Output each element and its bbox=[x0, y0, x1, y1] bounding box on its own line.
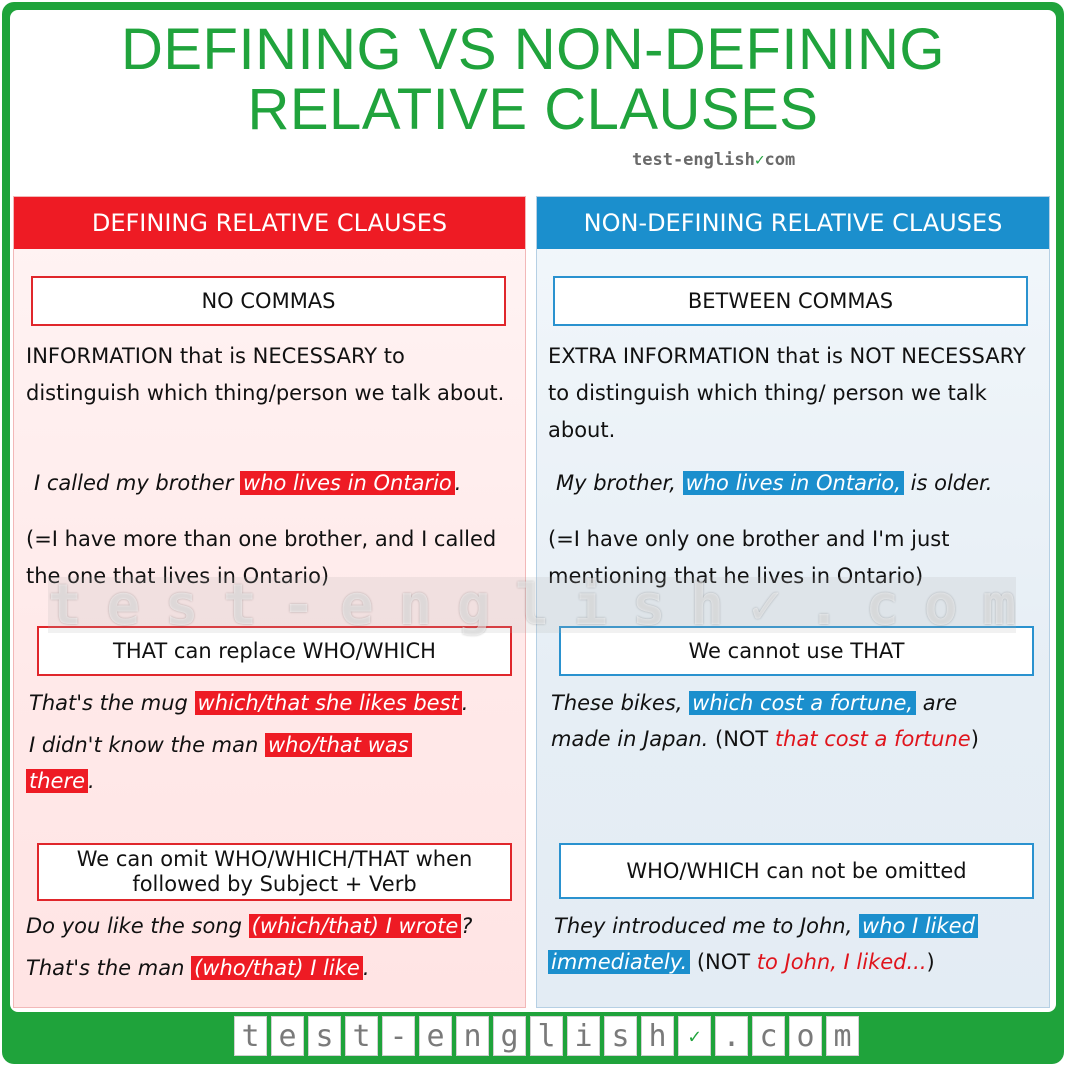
not-label: (NOT bbox=[690, 950, 757, 974]
rule-cannot-use-that: We cannot use THAT bbox=[559, 626, 1034, 676]
example-text: That's the man bbox=[26, 956, 191, 980]
defining-example-1: I called my brother who lives in Ontario… bbox=[34, 465, 461, 502]
title-line-2: RELATIVE CLAUSES bbox=[0, 80, 1066, 140]
brand-logo-small: test-english✓com bbox=[632, 150, 795, 170]
nondefining-example-2: These bikes, which cost a fortune, are bbox=[551, 685, 957, 722]
rule-omit-relative-pronoun: We can omit WHO/WHICH/THAT when followed… bbox=[37, 843, 512, 901]
brand-tile: c bbox=[752, 1016, 785, 1056]
check-circle-icon: ✓ bbox=[678, 1016, 711, 1056]
rule-no-commas: NO COMMAS bbox=[31, 276, 506, 326]
nondefining-column: NON-DEFINING RELATIVE CLAUSES BETWEEN CO… bbox=[536, 196, 1050, 1008]
nondefining-example-4: They introduced me to John, who I liked bbox=[554, 908, 978, 945]
incorrect-form: that cost a fortune bbox=[775, 727, 971, 751]
defining-header: DEFINING RELATIVE CLAUSES bbox=[14, 197, 525, 249]
example-text: Do you like the song bbox=[26, 914, 249, 938]
example-text: ? bbox=[461, 914, 472, 938]
brand-tile: - bbox=[382, 1016, 415, 1056]
example-text: . bbox=[88, 769, 95, 793]
defining-example-4: Do you like the song (which/that) I wrot… bbox=[26, 908, 472, 945]
relative-clause-highlight: who/that was bbox=[265, 733, 412, 757]
brand-tile: t bbox=[234, 1016, 267, 1056]
nondefining-note: (=I have only one brother and I'm just m… bbox=[548, 521, 1028, 595]
example-text: These bikes, bbox=[551, 691, 689, 715]
brand-tile: i bbox=[567, 1016, 600, 1056]
incorrect-form: to John, I liked... bbox=[757, 950, 927, 974]
example-text: I didn't know the man bbox=[29, 733, 265, 757]
defining-example-3a: I didn't know the man who/that was bbox=[29, 727, 412, 764]
relative-clause-highlight: there bbox=[26, 769, 88, 793]
title-line-1: DEFINING VS NON-DEFINING bbox=[0, 20, 1066, 80]
example-text: made in Japan. bbox=[551, 727, 708, 751]
defining-note: (=I have more than one brother, and I ca… bbox=[26, 521, 516, 595]
relative-clause-highlight: which cost a fortune, bbox=[689, 691, 916, 715]
relative-clause-highlight: who lives in Ontario, bbox=[683, 471, 904, 495]
relative-clause-highlight: who lives in Ontario bbox=[240, 471, 455, 495]
brand-suffix: com bbox=[764, 150, 795, 170]
relative-clause-highlight: immediately. bbox=[548, 950, 690, 974]
brand-tile: s bbox=[604, 1016, 637, 1056]
example-text: . bbox=[462, 691, 469, 715]
nondefining-header: NON-DEFINING RELATIVE CLAUSES bbox=[537, 197, 1049, 249]
rule-between-commas: BETWEEN COMMAS bbox=[553, 276, 1028, 326]
nondefining-example-3: made in Japan. (NOT that cost a fortune) bbox=[551, 721, 979, 758]
example-text: . bbox=[363, 956, 370, 980]
brand-tile: e bbox=[419, 1016, 452, 1056]
brand-tile: h bbox=[641, 1016, 674, 1056]
relative-clause-highlight: (who/that) I like bbox=[191, 956, 363, 980]
rule-cannot-omit: WHO/WHICH can not be omitted bbox=[559, 843, 1034, 899]
brand-prefix: test-english bbox=[632, 150, 755, 170]
example-text: is older. bbox=[904, 471, 992, 495]
defining-column: DEFINING RELATIVE CLAUSES NO COMMAS INFO… bbox=[13, 196, 526, 1008]
example-text: They introduced me to John, bbox=[554, 914, 859, 938]
not-label: ) bbox=[927, 950, 935, 974]
relative-clause-highlight: who I liked bbox=[859, 914, 978, 938]
defining-description: INFORMATION that is NECESSARY to disting… bbox=[26, 338, 506, 412]
footer-brand-logo: t e s t - e n g l i s h ✓. c o m bbox=[234, 1016, 859, 1056]
defining-example-5: That's the man (who/that) I like. bbox=[26, 950, 370, 987]
relative-clause-highlight: (which/that) I wrote bbox=[249, 914, 462, 938]
brand-tile: g bbox=[493, 1016, 526, 1056]
brand-tile: m bbox=[826, 1016, 859, 1056]
brand-tile: t bbox=[345, 1016, 378, 1056]
brand-tile: o bbox=[789, 1016, 822, 1056]
brand-tile: . bbox=[715, 1016, 748, 1056]
example-text: are bbox=[916, 691, 957, 715]
not-label: (NOT bbox=[708, 727, 775, 751]
rule-that-can-replace: THAT can replace WHO/WHICH bbox=[37, 626, 512, 676]
nondefining-example-1: My brother, who lives in Ontario, is old… bbox=[556, 465, 992, 502]
example-text: I called my brother bbox=[34, 471, 240, 495]
defining-example-2: That's the mug which/that she likes best… bbox=[29, 685, 468, 722]
brand-tile: s bbox=[308, 1016, 341, 1056]
example-text: . bbox=[455, 471, 462, 495]
example-text: That's the mug bbox=[29, 691, 195, 715]
relative-clause-highlight: which/that she likes best bbox=[195, 691, 462, 715]
defining-example-3b: there. bbox=[26, 763, 95, 800]
nondefining-example-5: immediately. (NOT to John, I liked...) bbox=[548, 944, 935, 981]
page-title: DEFINING VS NON-DEFINING RELATIVE CLAUSE… bbox=[0, 20, 1066, 140]
example-text: My brother, bbox=[556, 471, 683, 495]
nondefining-description: EXTRA INFORMATION that is NOT NECESSARY … bbox=[548, 338, 1028, 449]
brand-tile: l bbox=[530, 1016, 563, 1056]
brand-tile: e bbox=[271, 1016, 304, 1056]
brand-tile: n bbox=[456, 1016, 489, 1056]
not-label: ) bbox=[971, 727, 979, 751]
